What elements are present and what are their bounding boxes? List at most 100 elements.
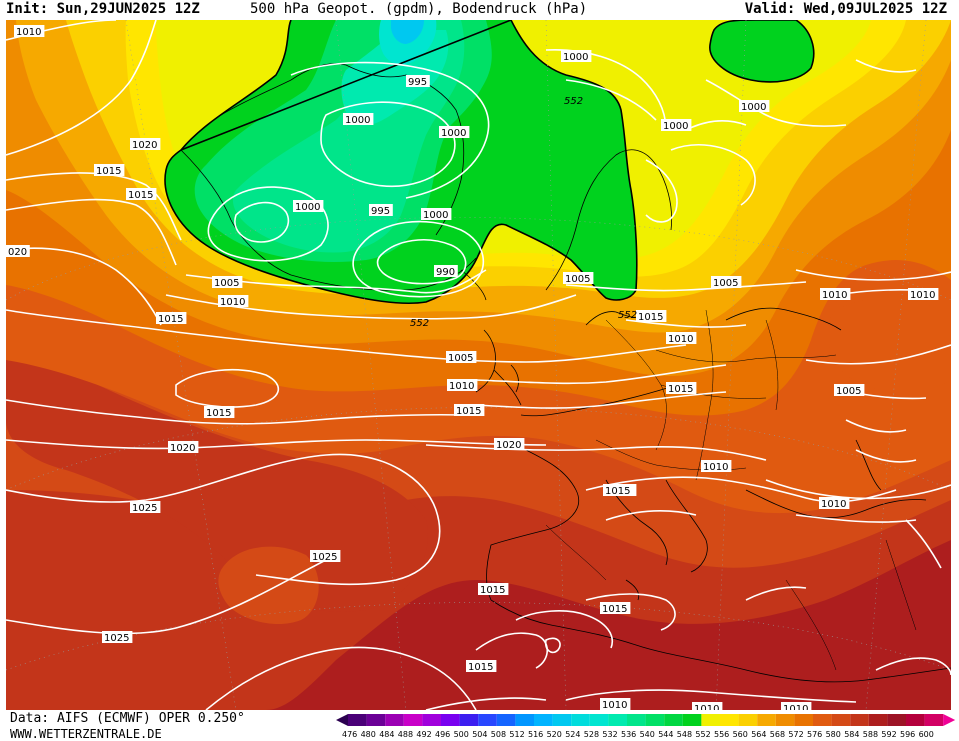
isobar-label-box [701,460,732,472]
isobar-label: 1010 [14,25,45,38]
isobar-label: 1010 [218,295,249,308]
isobar-label-text: 995 [371,206,390,217]
legend-tick-label: 536 [621,730,636,739]
init-time: Init: Sun,29JUN2025 12Z [6,1,200,17]
isobar-label-text: 1005 [214,278,239,289]
isobar-label-box [446,351,477,363]
legend-color-boxes [336,714,956,726]
isobar-label: 1015 [156,312,187,325]
isobar-label-box [666,332,697,344]
legend-tick-label: 520 [547,730,562,739]
isobar-label-box [447,379,478,391]
isobar-label-text: 1015 [468,662,493,673]
legend-color-box [794,714,813,726]
isobar-label: 995 [369,204,393,217]
legend-tick-label: 568 [770,730,785,739]
isobar-label-box [439,126,470,138]
isobar-label: 1020 [494,438,525,451]
legend-color-box [813,714,832,726]
legend-color-box [366,714,386,726]
isobar-label-box [600,698,631,710]
isobar-label: 1010 [666,332,697,345]
isobar-label-text: 990 [436,267,455,278]
isobar-label-box [661,119,692,131]
isobar-label-text: 020 [8,247,27,258]
isobar-label-text: 1000 [295,202,320,213]
legend-tick-label: 544 [658,730,673,739]
geo-band-524 [391,20,424,44]
contour-552-main [164,20,638,305]
legend-color-box [738,714,758,726]
isobar-label: 1015 [466,660,497,673]
legend-tick-label: 524 [565,730,580,739]
legend-color-box [627,714,646,726]
legend-color-box [608,714,627,726]
isobar-label: 1005 [711,276,742,289]
isobar-label-box [561,50,592,62]
isobar-label: 1000 [561,50,592,63]
legend-color-box [720,714,739,726]
data-source: Data: AIFS (ECMWF) OPER 0.250° [10,711,245,726]
isobar-label-text: 1015 [480,585,505,596]
isobar-label-text: 995 [408,77,427,88]
legend-color-box [571,714,590,726]
isobar-label-box [908,288,939,300]
isobar-label: 1010 [781,702,812,710]
isobar-label-box [421,208,452,220]
weather-map: 1010 1020 1015 1015 020 1005 1010 1015 1015 1020 1… [6,20,951,710]
legend-tick-label: 552 [695,730,710,739]
isobar-label-box [666,382,697,394]
legend-color-box [775,714,795,726]
isobar-label-text: 1000 [423,210,448,221]
legend-color-box [459,714,479,726]
isobar-label: 1020 [130,138,161,151]
isobar-label-box [369,204,393,216]
isobar-label-text: 1010 [822,290,847,301]
isobar-label-text: 1025 [312,552,337,563]
isobar-label: 1010 [692,702,723,710]
map-title: 500 hPa Geopot. (gpdm), Bodendruck (hPa) [250,1,588,17]
legend-color-box [478,714,497,726]
map-canvas: 1010 1020 1015 1015 020 1005 1010 1015 1015 1020 1… [6,20,951,710]
isobar-label: 1010 [819,497,850,510]
isobar-label-box [600,602,631,614]
isobar-label-text: 1015 [605,486,630,497]
legend-color-box [906,714,925,726]
isobar-label: 1015 [666,382,697,395]
legend-tick-label: 492 [416,730,431,739]
isobar-label-box [563,272,594,284]
legend-color-box [924,714,944,726]
isobar-label-text: 1000 [345,115,370,126]
legend-tick-label: 500 [454,730,469,739]
isobar-label-box [14,25,45,37]
legend-color-box [441,714,460,726]
isobar-label: 1005 [834,384,865,397]
isobar-label-text: 1000 [563,52,588,63]
legend-tick-label: 556 [714,730,729,739]
isobar-label-box [711,276,742,288]
legend-color-box [589,714,609,726]
legend-tick-label: 484 [379,730,394,739]
legend-color-box [664,714,683,726]
isobar-label: 990 [434,265,458,278]
isobar-label-text: 1010 [602,700,627,710]
legend-tick-label: 560 [733,730,748,739]
isobar-label: 1005 [212,276,243,289]
geo-blob-552-ne [709,20,814,82]
isobar-label-text: 1015 [638,312,663,323]
isobar-label: 1000 [661,119,692,132]
legend-color-box [701,714,720,726]
legend-tick-label: 564 [751,730,766,739]
legend-tick-label: 540 [640,730,655,739]
valid-time: Valid: Wed,09JUL2025 12Z [744,1,947,17]
isobar-label-text: 1020 [170,443,195,454]
isobar-label-text: 1010 [449,381,474,392]
legend-color-box [887,714,906,726]
legend-color-box [348,714,367,726]
legend-tick-label: 548 [677,730,692,739]
legend-color-box [682,714,702,726]
isobar-label-box [218,295,249,307]
legend-tick-label: 488 [398,730,413,739]
legend-tick-label: 508 [491,730,506,739]
isobar-label-text: 1000 [741,102,766,113]
